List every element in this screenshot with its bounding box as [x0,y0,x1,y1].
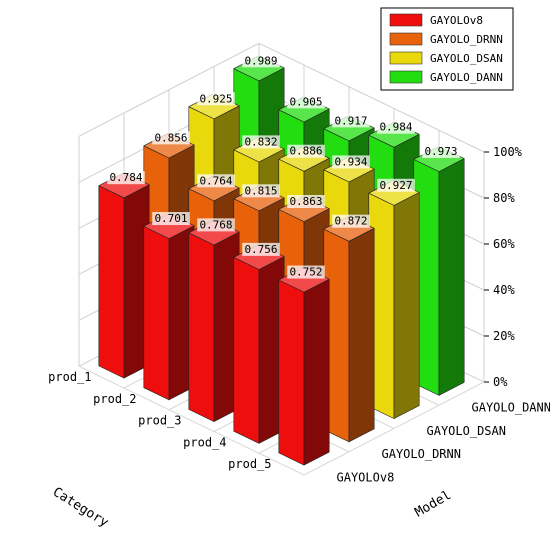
floor-gridline [78,365,305,476]
bar [143,213,195,401]
y-axis-title: Model [413,488,454,521]
x-axis-title: Category [50,485,111,531]
legend-label: GAYOLO_DRNN [430,33,503,46]
y-tick-label: GAYOLO_DANN [472,401,550,415]
bar-side-face [348,228,375,443]
data-label: 0.934 [334,155,367,168]
bars-layer [98,55,465,466]
z-tick-label: 80% [493,191,515,205]
data-label-bg [107,171,145,185]
data-label-bg [377,178,415,192]
x-tick-label: prod_3 [138,414,181,428]
data-label-bg [332,114,370,128]
data-label: 0.701 [154,212,187,225]
y-tick-label: GAYOLO_DRNN [382,447,461,461]
data-label: 0.925 [199,92,232,105]
data-label: 0.863 [289,195,322,208]
data-label-bg [152,131,190,145]
bar [368,179,420,419]
bar [98,172,150,379]
bar-side-face [393,192,420,419]
axes-layer: 0%20%40%60%80%100%prod_1prod_2prod_3prod… [48,145,550,484]
legend: GAYOLOv8 GAYOLO_DRNN GAYOLO_DSAN GAYOLO_DAN… [380,7,514,91]
data-label-bg [377,120,415,134]
data-label-bg [332,155,370,169]
bar-front-face [233,256,260,444]
bar-front-face [278,279,305,466]
legend-swatch [389,70,423,84]
legend-swatch [389,13,423,27]
z-tick-label: 0% [493,375,508,389]
data-label: 0.764 [199,174,232,187]
x-tick-label: prod_5 [228,457,271,471]
bar-side-face [438,158,465,396]
data-label-bg [332,214,370,228]
z-tick-label: 40% [493,283,515,297]
data-label: 0.752 [289,266,322,279]
legend-swatch [389,32,423,46]
bar-side-face [303,278,330,466]
data-label: 0.989 [244,54,277,67]
bar [413,146,465,396]
data-label-bg [287,195,325,209]
data-label: 0.756 [244,243,277,256]
data-label-bg [197,92,235,106]
data-label: 0.927 [379,179,412,192]
data-label-bg [287,144,325,158]
legend-label: GAYOLOv8 [430,14,483,27]
labels-layer: 0.989 0.925 0.905 0.856 0.832 0.917 0.784 0.764… [107,54,460,279]
data-label-bg [152,212,190,226]
bar-front-face [143,226,170,401]
data-label-bg [287,265,325,279]
data-label-bg [242,242,280,256]
x-tick-label: prod_1 [48,370,91,384]
bar-front-face [188,232,215,422]
data-label-bg [242,135,280,149]
data-label-bg [197,218,235,232]
bar [233,244,285,444]
x-tick-label: prod_2 [93,392,136,406]
bar [188,219,240,422]
data-label: 0.768 [199,218,232,231]
z-tick-label: 20% [493,329,515,343]
data-label-bg [242,54,280,68]
y-tick-label: GAYOLOv8 [337,470,395,484]
legend-label: GAYOLO_DSAN [430,52,503,65]
data-label: 0.905 [289,95,322,108]
legend-label: GAYOLO_DANN [430,71,503,84]
data-label-bg [242,184,280,198]
data-label: 0.917 [334,114,367,127]
data-label: 0.872 [334,215,367,228]
data-label-bg [422,144,460,158]
data-label: 0.784 [109,171,142,184]
z-tick-label: 60% [493,237,515,251]
data-label: 0.973 [424,145,457,158]
data-label: 0.856 [154,131,187,144]
legend-swatch [389,51,423,65]
x-tick-label: prod_4 [183,435,226,449]
data-label: 0.815 [244,184,277,197]
bar [278,266,330,466]
data-label: 0.886 [289,145,322,158]
data-label: 0.832 [244,135,277,148]
data-label-bg [197,174,235,188]
z-tick-label: 100% [493,145,523,159]
data-label: 0.984 [379,121,412,134]
bar-front-face [98,185,125,379]
y-tick-label: GAYOLO_DSAN [427,424,506,438]
data-label-bg [287,95,325,109]
bar [323,215,375,443]
